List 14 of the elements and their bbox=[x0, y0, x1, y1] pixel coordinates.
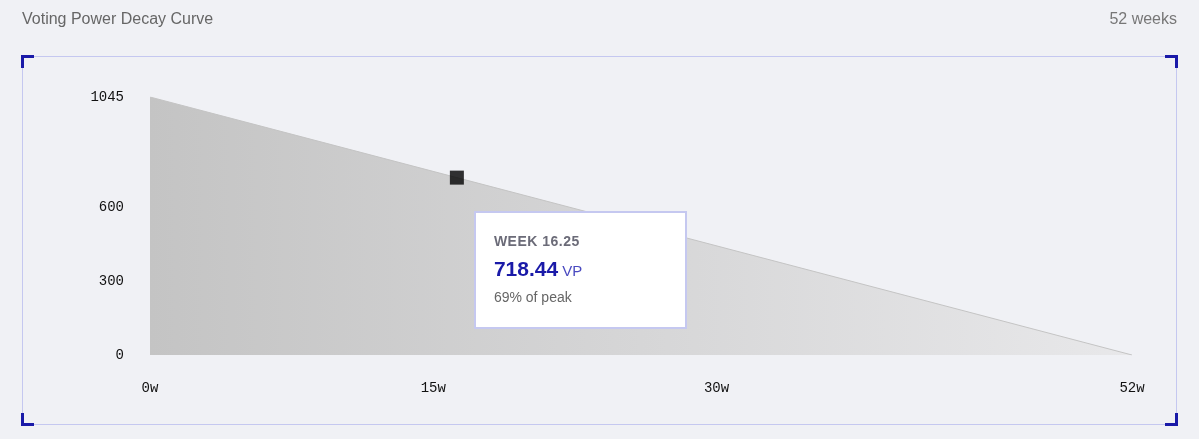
chart-subtitle: 52 weeks bbox=[1109, 10, 1177, 28]
annotation: 718.44 VP bbox=[493, 256, 583, 280]
x-tick-label: 15w bbox=[420, 380, 447, 396]
y-tick-label: 300 bbox=[98, 272, 124, 289]
y-tick-label: 1045 bbox=[90, 89, 124, 105]
annotation: 69% of peak bbox=[493, 288, 573, 305]
annotation: WEEK 16.25 bbox=[493, 232, 581, 249]
y-tick-label: 0 bbox=[115, 347, 124, 363]
tooltip-card: WEEK 16.25 718.44 VP 69% of peak bbox=[473, 210, 687, 329]
y-tick-label: 600 bbox=[98, 198, 124, 215]
x-tick-label: 0w bbox=[141, 380, 159, 396]
chart-title: Voting Power Decay Curve bbox=[22, 10, 214, 28]
x-tick-label: 30w bbox=[703, 380, 730, 396]
x-tick-label: 52w bbox=[1119, 380, 1146, 396]
